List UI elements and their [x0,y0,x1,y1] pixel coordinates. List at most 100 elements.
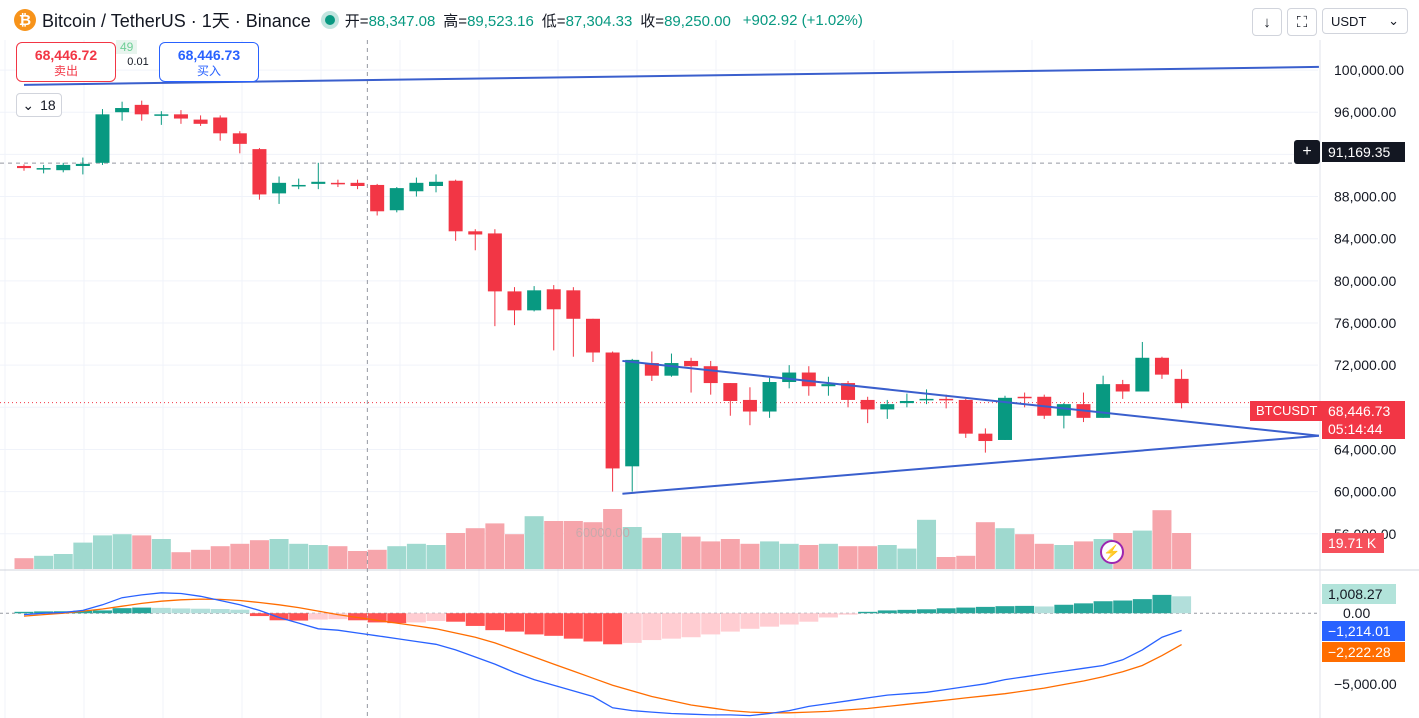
volume-bar [151,539,171,569]
crosshair-price-tag: 91,169.35 [1322,142,1405,162]
macd-hist-bar [975,606,995,614]
buy-button[interactable]: 68,446.73 买入 [159,42,259,82]
volume-bar [897,548,917,569]
macd-hist-bar [191,608,211,614]
macd-hist-bar [544,613,564,636]
volume-bar [524,516,544,569]
macd-hist-bar [14,611,34,614]
macd-hist-bar [505,613,524,632]
volume-bar [936,557,956,569]
candle-up [782,372,797,383]
volume-bar [406,543,426,569]
currency-select[interactable]: USDT ⌄ [1322,8,1408,34]
macd-hist-bar [779,613,799,625]
macd-hist-bar [858,611,878,614]
price-tick-label: 76,000.00 [1334,315,1396,331]
volume-bar [1172,533,1192,569]
volume-bar [1152,510,1172,569]
candle-up [115,108,130,113]
volume-bar [446,533,466,569]
macd-hist-bar [230,609,250,614]
sell-label: 卖出 [53,64,78,78]
candle-down [703,366,718,384]
chart-header: ₿ Bitcoin / TetherUS · 1天 · Binance 开=88… [0,0,1419,40]
volume-tag: 19.71 K [1322,533,1384,553]
candle-up [56,164,71,171]
volume-bar [269,539,289,569]
sell-price: 68,446.72 [34,47,98,63]
candle-up [291,184,306,187]
volume-bar [661,533,681,569]
macd-hist-bar [249,613,269,617]
macd-hist-bar [367,613,387,623]
candle-up [95,114,110,163]
candle-down [958,399,973,434]
candle-down [1017,396,1032,399]
lightning-icon[interactable]: ⚡ [1100,540,1124,564]
symbol-tag: BTCUSDT [1250,401,1324,421]
volume-bar [642,537,662,569]
price-tick-label: 96,000.00 [1334,104,1396,120]
macd-hist-bar [956,607,976,614]
volume-bar [720,539,740,569]
macd-hist-bar [426,613,446,621]
macd-hist-bar [1132,599,1152,614]
candle-up [1096,384,1111,418]
bitcoin-logo-icon: ₿ [14,9,36,31]
candle-down [939,398,954,401]
macd-hist-bar [681,613,701,638]
volume-bar [877,545,897,569]
signal-line [23,598,1182,714]
volume-bar [210,546,230,569]
volume-bar [701,541,721,569]
macd-hist-bar [328,613,348,620]
candle-down [605,352,620,469]
volume-bar [367,549,387,569]
volume-bar [485,523,505,569]
sell-button[interactable]: 68,446.72 卖出 [16,42,116,82]
candle-up [919,398,934,401]
volume-bar [1132,530,1152,569]
volume-bar [465,528,485,569]
candle-up [154,114,169,116]
macd-hist-bar [995,606,1015,614]
fullscreen-icon[interactable]: ⛶ [1287,8,1317,36]
ohlc-open: 开=88,347.08 [344,12,436,30]
volume-bar [956,555,976,569]
countdown-tag: 05:14:44 [1322,419,1405,439]
volume-bar [112,534,132,569]
volume-bar [1054,545,1074,569]
macd-hist-bar [1054,604,1074,614]
candle-up [389,188,404,211]
ohlc-low: 低=87,304.33 [541,12,633,30]
price-tick-label: 72,000.00 [1334,357,1396,373]
macd-tick-label: −5,000.00 [1334,676,1397,692]
candle-down [1174,378,1189,404]
price-tick-label: 64,000.00 [1334,441,1396,457]
signal-line-tag: −2,222.28 [1322,642,1405,662]
macd-hist-bar [34,611,54,614]
candle-up [409,182,424,192]
volume-bar [917,519,937,569]
candle-down [193,119,208,124]
candle-up [899,400,914,404]
volume-bar [132,535,152,569]
add-alert-plus-icon[interactable]: + [1294,140,1320,164]
candle-down [330,182,345,185]
market-open-status-icon [324,15,335,25]
candle-up [998,397,1012,440]
macd-hist-bar [387,613,407,624]
macd-hist-bar [132,607,152,614]
download-icon[interactable]: ↓ [1252,8,1282,36]
volume-bar [230,543,250,569]
macd-hist-bar [917,609,937,614]
candle-up [821,384,836,387]
volume-bar [14,558,34,569]
macd-hist-bar [701,613,721,635]
macd-hist-bar [171,608,191,614]
symbol-title[interactable]: Bitcoin / TetherUS · 1天 · Binance [42,11,311,31]
indicator-toggle-button[interactable]: ⌄ 18 [16,93,62,117]
macd-hist-bar [818,613,838,618]
volume-bar [779,543,799,569]
